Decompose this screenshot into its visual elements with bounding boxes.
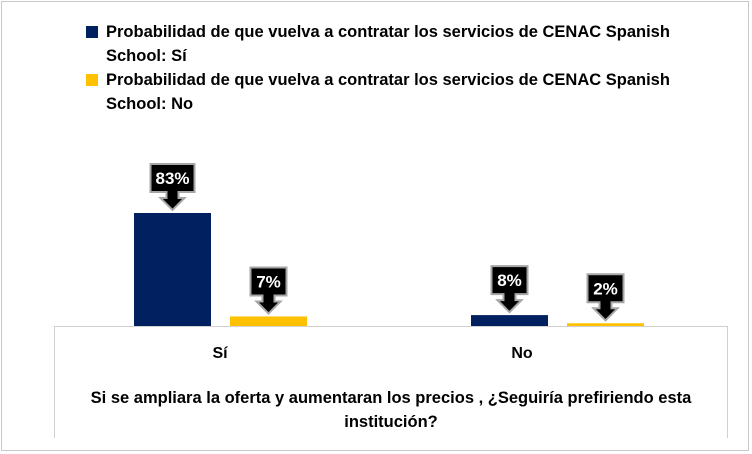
legend: Probabilidad de que vuelva a contratar l… bbox=[86, 20, 706, 116]
bar-no-si bbox=[230, 316, 307, 326]
category-label-no: No bbox=[511, 345, 533, 362]
callout-arrow-icon bbox=[490, 265, 529, 314]
data-label-callout: 7% bbox=[249, 266, 288, 315]
legend-item-no: Probabilidad de que vuelva a contratar l… bbox=[86, 68, 706, 116]
data-label: 7% bbox=[256, 272, 281, 291]
bar-si-si bbox=[134, 213, 211, 326]
data-label: 8% bbox=[497, 271, 522, 290]
legend-item-si: Probabilidad de que vuelva a contratar l… bbox=[86, 20, 706, 68]
callout-arrow-icon bbox=[586, 273, 625, 322]
callout-arrow-icon bbox=[149, 163, 196, 212]
legend-swatch-si bbox=[86, 26, 98, 38]
category-axis-box bbox=[54, 326, 728, 438]
legend-label-si: Probabilidad de que vuelva a contratar l… bbox=[106, 23, 670, 65]
legend-swatch-no bbox=[86, 74, 98, 86]
callout-arrow-icon bbox=[249, 266, 288, 315]
legend-label-no: Probabilidad de que vuelva a contratar l… bbox=[106, 71, 670, 113]
x-axis-title: Si se ampliara la oferta y aumentaran lo… bbox=[90, 389, 692, 431]
data-label: 83% bbox=[155, 169, 189, 188]
bar-si-no bbox=[471, 315, 548, 326]
data-label-callout: 2% bbox=[586, 273, 625, 322]
data-label-callout: 83% bbox=[149, 163, 196, 212]
data-label: 2% bbox=[593, 279, 618, 298]
category-label-si: Sí bbox=[212, 345, 228, 362]
data-label-callout: 8% bbox=[490, 265, 529, 314]
bar-no-no bbox=[567, 323, 644, 326]
